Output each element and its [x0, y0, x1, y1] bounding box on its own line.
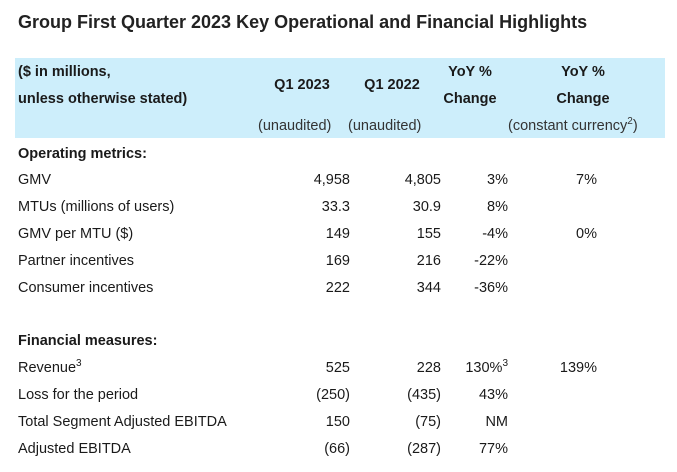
row-label: Total Segment Adjusted EBITDA — [18, 414, 227, 430]
cell-q1-2023: 150 — [325, 414, 350, 430]
header-constant-currency: (constant currency2) — [508, 116, 638, 134]
header-unaudited-2022: (unaudited) — [348, 118, 422, 134]
cell-q1-2023: 222 — [325, 280, 350, 296]
footnote-marker: 3 — [502, 358, 508, 370]
cell-q1-2022: 155 — [416, 226, 441, 242]
cell-yoy: 43% — [478, 387, 508, 403]
row-label: Partner incentives — [18, 253, 135, 269]
cell-q1-2022: (287) — [407, 441, 441, 457]
row-label: Adjusted EBITDA — [18, 441, 131, 457]
section-title-financial: Financial measures: — [18, 333, 158, 349]
cell-yoy: 77% — [478, 441, 508, 457]
header-q1-2023: Q1 2023 — [274, 77, 330, 93]
cell-q1-2023: (66) — [324, 441, 350, 457]
cell-q1-2023: 4,958 — [313, 172, 350, 188]
row-label: Revenue3 — [18, 358, 82, 376]
cell-yoy: 3% — [487, 172, 508, 188]
cell-q1-2022: 228 — [416, 360, 441, 376]
header-yoy-cc-line1: YoY % — [561, 64, 605, 80]
cell-q1-2022: 216 — [416, 253, 441, 269]
cell-yoy: -4% — [482, 226, 508, 242]
cell-yoy: -22% — [474, 253, 508, 269]
footnote-marker: 2 — [627, 116, 633, 128]
cell-yoy-cc: 139% — [559, 360, 597, 376]
cell-q1-2023: 169 — [325, 253, 350, 269]
cell-yoy: 130%3 — [465, 358, 508, 376]
section-title-operating: Operating metrics: — [18, 146, 147, 162]
footnote-marker: 3 — [76, 358, 82, 370]
cell-q1-2023: 33.3 — [321, 199, 350, 215]
cell-q1-2022: 30.9 — [412, 199, 441, 215]
cell-yoy: 8% — [487, 199, 508, 215]
page-title: Group First Quarter 2023 Key Operational… — [18, 12, 588, 32]
cell-yoy-cc: 0% — [576, 226, 597, 242]
header-label-line1: ($ in millions, — [18, 64, 111, 80]
cell-q1-2023: 149 — [325, 226, 350, 242]
cell-yoy: NM — [485, 414, 508, 430]
cell-q1-2022: 4,805 — [404, 172, 441, 188]
header-yoy-line1: YoY % — [448, 64, 492, 80]
row-label: Consumer incentives — [18, 280, 154, 296]
cell-q1-2023: (250) — [316, 387, 350, 403]
cell-yoy-cc: 7% — [576, 172, 597, 188]
row-label: Loss for the period — [18, 387, 139, 403]
cell-q1-2022: (435) — [407, 387, 441, 403]
cell-yoy: -36% — [474, 280, 508, 296]
cell-q1-2022: (75) — [415, 414, 441, 430]
row-label: GMV per MTU ($) — [18, 226, 134, 242]
cell-q1-2023: 525 — [325, 360, 350, 376]
row-label: GMV — [18, 172, 52, 188]
cell-q1-2022: 344 — [416, 280, 441, 296]
header-unaudited-2023: (unaudited) — [258, 118, 332, 134]
header-label-line2: unless otherwise stated) — [18, 91, 188, 107]
row-label: MTUs (millions of users) — [18, 199, 175, 215]
header-q1-2022: Q1 2022 — [364, 77, 420, 93]
header-yoy-cc-line2: Change — [556, 91, 610, 107]
table-header-band — [15, 58, 665, 138]
header-yoy-line2: Change — [443, 91, 497, 107]
